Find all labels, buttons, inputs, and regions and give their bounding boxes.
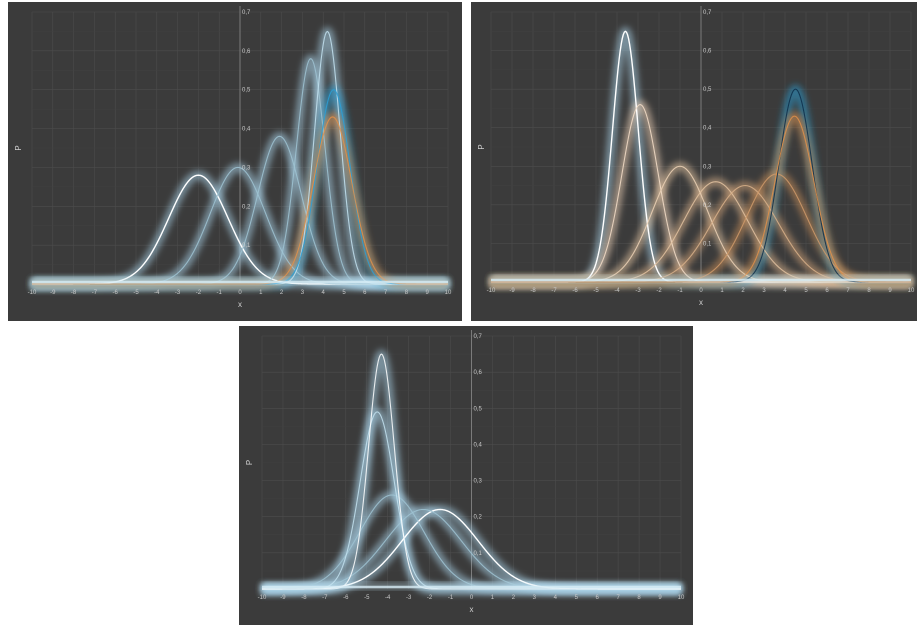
- x-tick-label: -6: [572, 288, 578, 294]
- x-tick-label: -3: [175, 290, 181, 296]
- x-tick-label: -4: [154, 290, 160, 296]
- chart-panel-bottom: -10 -9 -8 -7 -6 -5 -4 -3 -2 -1 0 1 2 3 4 5 6 7 8 9 10 0,1 0,2 0…: [239, 326, 693, 625]
- y-tick-label: 0,3: [474, 479, 483, 485]
- x-tick-label: 5: [804, 288, 808, 294]
- x-tick-label: 7: [616, 595, 620, 601]
- x-tick-label: -8: [71, 290, 77, 296]
- x-tick-label: 9: [658, 595, 662, 601]
- y-tick-label: 0,7: [242, 10, 251, 16]
- x-tick-label: 1: [259, 290, 263, 296]
- x-tick-label: -10: [258, 595, 267, 601]
- x-tick-label: -5: [364, 595, 370, 601]
- y-tick-label: 0,1: [474, 551, 483, 557]
- x-tick-label: 6: [596, 595, 600, 601]
- x-tick-label: -4: [385, 595, 391, 601]
- x-tick-label: 2: [741, 288, 745, 294]
- x-tick-label: 7: [846, 288, 850, 294]
- y-tick-label: 0,5: [703, 87, 712, 93]
- x-tick-label: 8: [867, 288, 871, 294]
- y-axis-title: P: [14, 145, 23, 150]
- x-tick-label: -2: [656, 288, 662, 294]
- x-tick-label: 0: [470, 595, 474, 601]
- x-tick-label: -9: [280, 595, 286, 601]
- x-tick-label: -3: [406, 595, 412, 601]
- x-tick-label: 6: [825, 288, 829, 294]
- x-tick-label: -9: [50, 290, 56, 296]
- x-tick-label: -2: [427, 595, 433, 601]
- x-axis-title: x: [238, 300, 242, 309]
- x-tick-label: 3: [533, 595, 537, 601]
- x-tick-label: 5: [575, 595, 579, 601]
- x-tick-label: -10: [487, 288, 496, 294]
- x-tick-label: -1: [448, 595, 454, 601]
- y-axis-title: P: [477, 144, 486, 149]
- x-tick-label: 0: [238, 290, 242, 296]
- x-axis-title: x: [699, 298, 703, 307]
- chart-svg-bottom: -10 -9 -8 -7 -6 -5 -4 -3 -2 -1 0 1 2 3 4 5 6 7 8 9 100,10,20…: [239, 326, 693, 625]
- x-tick-label: -5: [133, 290, 139, 296]
- chart-panel-top-right: -10 -9 -8 -7 -6 -5 -4 -3 -2 -1 0 1 2 3 4 5 6 7 8 9 10 0,1 0,2 0…: [471, 2, 917, 321]
- y-tick-label: 0,7: [703, 10, 712, 16]
- y-tick-label: 0,2: [703, 203, 712, 209]
- y-tick-label: 0,6: [703, 49, 712, 55]
- y-tick-label: 0,7: [474, 334, 483, 340]
- x-tick-label: 9: [888, 288, 892, 294]
- x-tick-label: 8: [405, 290, 409, 296]
- x-tick-label: 10: [908, 288, 915, 294]
- x-tick-label: -8: [530, 288, 536, 294]
- x-tick-label: -6: [343, 595, 349, 601]
- y-tick-label: 0,4: [703, 126, 712, 132]
- x-tick-label: -3: [635, 288, 641, 294]
- x-tick-label: 1: [491, 595, 495, 601]
- x-tick-label: 2: [512, 595, 516, 601]
- x-tick-label: 8: [637, 595, 641, 601]
- chart-svg-top-right: -10 -9 -8 -7 -6 -5 -4 -3 -2 -1 0 1 2 3 4 5 6 7 8 9 100,10,20…: [471, 2, 917, 321]
- x-tick-label: 4: [554, 595, 558, 601]
- x-axis-title: x: [470, 605, 474, 614]
- x-tick-label: 4: [783, 288, 787, 294]
- y-tick-label: 0,2: [474, 515, 483, 521]
- x-tick-label: 7: [384, 290, 388, 296]
- x-tick-label: 9: [426, 290, 430, 296]
- x-tick-label: 6: [363, 290, 367, 296]
- chart-background: [239, 326, 693, 625]
- x-tick-label: 10: [678, 595, 685, 601]
- x-tick-label: -6: [113, 290, 119, 296]
- x-tick-label: -2: [196, 290, 202, 296]
- x-tick-label: 1: [720, 288, 724, 294]
- x-tick-label: 10: [445, 290, 452, 296]
- x-tick-label: -4: [614, 288, 620, 294]
- y-tick-label: 0,6: [474, 370, 483, 376]
- y-tick-label: 0,1: [703, 241, 712, 247]
- x-tick-label: 4: [322, 290, 326, 296]
- y-tick-label: 0,5: [242, 88, 251, 94]
- x-tick-label: -1: [677, 288, 683, 294]
- x-tick-label: -10: [28, 290, 37, 296]
- x-tick-label: -7: [92, 290, 98, 296]
- x-tick-label: 0: [699, 288, 703, 294]
- y-tick-label: 0,4: [242, 127, 251, 133]
- y-tick-label: 0,3: [703, 164, 712, 170]
- x-tick-label: 3: [762, 288, 766, 294]
- chart-svg-top-left: -10 -9 -8 -7 -6 -5 -4 -3 -2 -1 0 1 2 3 4 5 6 7 8 9 100,10,20…: [8, 2, 462, 321]
- x-tick-label: -7: [551, 288, 557, 294]
- y-tick-label: 0,6: [242, 49, 251, 55]
- y-tick-label: 0,2: [242, 204, 251, 210]
- x-tick-label: -8: [301, 595, 307, 601]
- y-axis-title: P: [245, 460, 254, 465]
- x-tick-label: -7: [322, 595, 328, 601]
- y-tick-label: 0,3: [242, 165, 251, 171]
- y-tick-label: 0,4: [474, 442, 483, 448]
- y-tick-label: 0,5: [474, 406, 483, 412]
- chart-panel-top-left: -10 -9 -8 -7 -6 -5 -4 -3 -2 -1 0 1 2 3 4 5 6 7 8 9 10 0,1 0,2 0…: [8, 2, 462, 321]
- x-tick-label: 3: [301, 290, 305, 296]
- x-tick-label: -5: [593, 288, 599, 294]
- x-tick-label: -9: [509, 288, 515, 294]
- x-tick-label: 2: [280, 290, 284, 296]
- x-tick-label: -1: [217, 290, 223, 296]
- x-tick-label: 5: [342, 290, 346, 296]
- y-tick-label: 0,1: [242, 243, 251, 249]
